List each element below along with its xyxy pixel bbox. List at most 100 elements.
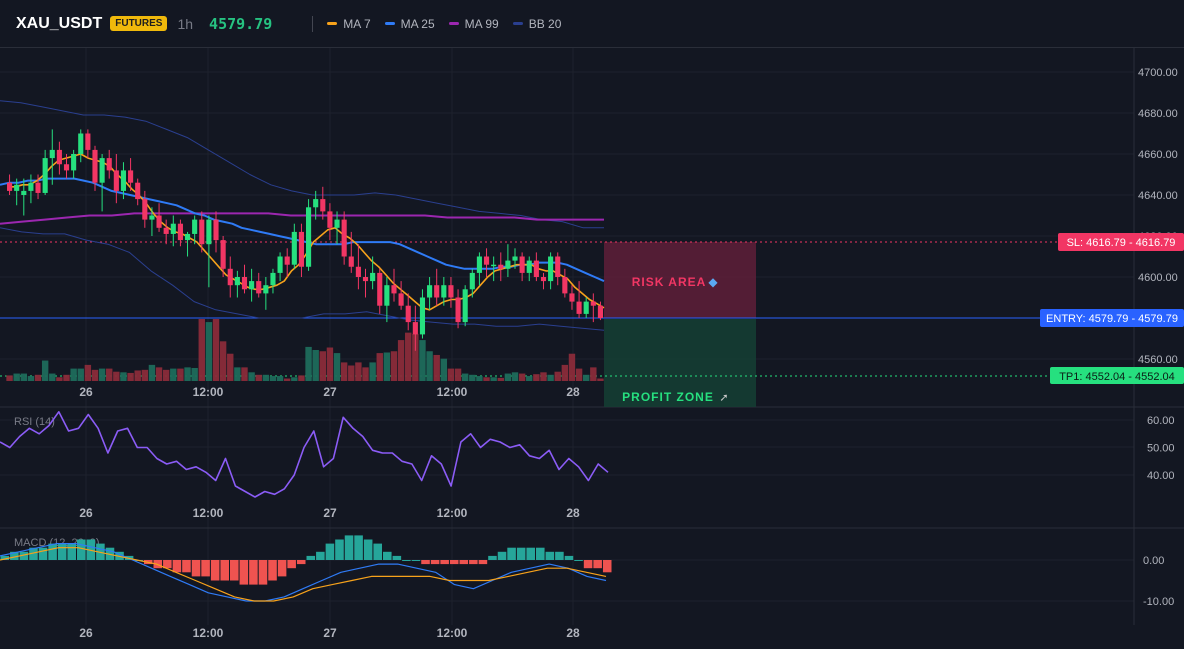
candle-body[interactable] — [427, 285, 433, 298]
legend-item-ma7[interactable]: MA 7 — [327, 17, 371, 31]
candle-body[interactable] — [192, 219, 198, 234]
candle-body[interactable] — [113, 170, 119, 191]
macd-hist-bar — [0, 555, 10, 560]
candle-body[interactable] — [199, 219, 205, 245]
timeframe[interactable]: 1h — [177, 15, 194, 32]
candle-body[interactable] — [334, 219, 340, 228]
candle-body[interactable] — [291, 231, 297, 265]
candle-body[interactable] — [540, 277, 547, 282]
candlesticks[interactable] — [6, 129, 604, 351]
candle-body[interactable] — [455, 297, 461, 323]
candle-body[interactable] — [355, 266, 361, 277]
candle-body[interactable] — [412, 322, 418, 335]
tp-price-tag[interactable]: TP1: 4552.04 - 4552.04 — [1050, 367, 1184, 384]
candle-body[interactable] — [249, 281, 255, 290]
candle-body[interactable] — [505, 260, 511, 269]
candle-body[interactable] — [362, 277, 369, 282]
candle-body[interactable] — [526, 260, 532, 273]
candle-body[interactable] — [284, 256, 290, 265]
candle-body[interactable] — [469, 272, 475, 290]
legend-item-ma25[interactable]: MA 25 — [384, 17, 435, 31]
candle-body[interactable] — [512, 256, 518, 261]
candle-body[interactable] — [42, 158, 48, 193]
candle-body[interactable] — [49, 149, 55, 159]
candle-body[interactable] — [99, 158, 105, 183]
candle-body[interactable] — [391, 285, 397, 294]
candle-body[interactable] — [263, 285, 269, 294]
candle-body[interactable] — [28, 182, 34, 191]
candle-body[interactable] — [555, 256, 561, 278]
candle-body[interactable] — [348, 256, 354, 267]
sl-price-tag[interactable]: SL: 4616.79 - 4616.79 — [1058, 233, 1184, 251]
candle-body[interactable] — [398, 293, 404, 306]
legend-item-bb20[interactable]: BB 20 — [512, 17, 561, 31]
candle-body[interactable] — [256, 281, 262, 294]
candle-body[interactable] — [277, 256, 283, 273]
candle-body[interactable] — [305, 207, 312, 267]
candle-body[interactable] — [184, 233, 191, 241]
candle-body[interactable] — [135, 182, 141, 200]
candle-body[interactable] — [227, 268, 233, 286]
candle-body[interactable] — [583, 301, 589, 314]
volume-bar — [490, 377, 497, 381]
candle-body[interactable] — [270, 272, 276, 286]
candle-body[interactable] — [106, 158, 112, 171]
profit-zone[interactable] — [604, 319, 756, 407]
candle-body[interactable] — [419, 297, 426, 335]
candle-body[interactable] — [92, 149, 98, 183]
candle-body[interactable] — [448, 285, 454, 298]
candle-body[interactable] — [441, 285, 447, 298]
candle-body[interactable] — [462, 289, 468, 323]
candle-body[interactable] — [213, 219, 219, 241]
candle-body[interactable] — [384, 285, 390, 306]
candle-body[interactable] — [149, 215, 155, 220]
candle-body[interactable] — [120, 170, 127, 191]
candle-body[interactable] — [370, 272, 376, 282]
candle-body[interactable] — [206, 219, 212, 245]
time-tick: 12:00 — [193, 385, 224, 399]
candle-body[interactable] — [320, 199, 326, 212]
legend-item-ma99[interactable]: MA 99 — [448, 17, 499, 31]
candle-body[interactable] — [234, 277, 240, 286]
candle-body[interactable] — [71, 154, 77, 171]
candle-body[interactable] — [483, 256, 490, 265]
candle-body[interactable] — [498, 264, 504, 269]
candle-body[interactable] — [56, 149, 62, 165]
candle-body[interactable] — [177, 223, 183, 241]
candle-body[interactable] — [170, 223, 176, 234]
candle-body[interactable] — [21, 190, 27, 195]
candle-body[interactable] — [569, 293, 575, 302]
candle-body[interactable] — [562, 277, 568, 294]
candle-body[interactable] — [298, 231, 305, 267]
candle-body[interactable] — [590, 301, 596, 306]
candle-body[interactable] — [434, 285, 440, 298]
candle-body[interactable] — [533, 260, 539, 277]
candle-body[interactable] — [142, 199, 148, 220]
candle-body[interactable] — [220, 240, 226, 269]
candle-body[interactable] — [476, 256, 482, 273]
candle-body[interactable] — [377, 272, 383, 306]
candle-body[interactable] — [63, 164, 70, 171]
candle-body[interactable] — [128, 170, 134, 183]
entry-price-tag[interactable]: ENTRY: 4579.79 - 4579.79 — [1040, 309, 1184, 327]
candle-body[interactable] — [341, 219, 347, 257]
candle-body[interactable] — [327, 211, 333, 228]
candle-body[interactable] — [6, 182, 13, 191]
candle-body[interactable] — [35, 182, 41, 193]
candle-body[interactable] — [576, 301, 582, 314]
candle-body[interactable] — [405, 305, 411, 323]
candle-body[interactable] — [85, 133, 91, 150]
candle-body[interactable] — [78, 133, 84, 155]
candle-body[interactable] — [597, 305, 604, 318]
symbol-name[interactable]: XAU_USDT — [16, 14, 103, 32]
risk-area-zone[interactable] — [604, 242, 756, 318]
candle-body[interactable] — [313, 199, 319, 208]
candle-body[interactable] — [163, 227, 169, 234]
candle-body[interactable] — [14, 184, 20, 191]
candle-body[interactable] — [156, 215, 162, 228]
candle-body[interactable] — [241, 277, 248, 290]
candle-body[interactable] — [519, 256, 525, 273]
candle-body[interactable] — [491, 264, 497, 267]
candle-body[interactable] — [548, 256, 554, 282]
